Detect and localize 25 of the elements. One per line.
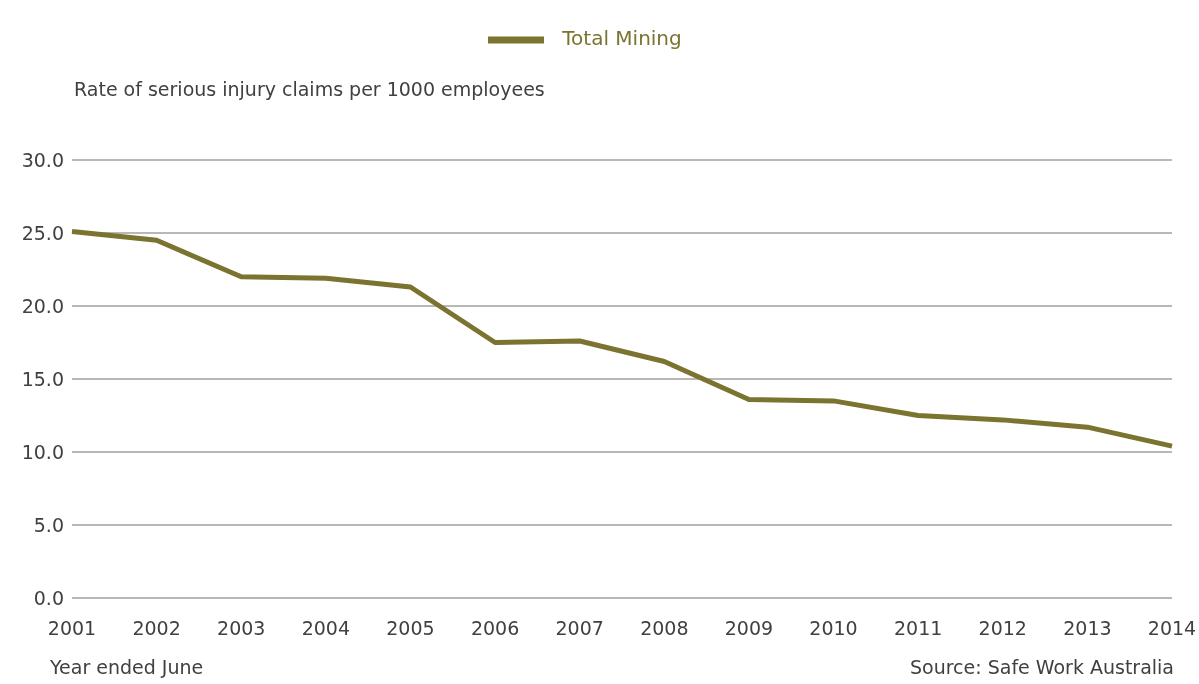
x-tick-label: 2009 xyxy=(724,617,774,640)
x-tick-label: 2007 xyxy=(555,617,604,640)
y-tick-label: 20.0 xyxy=(21,294,64,317)
x-tick-label: 2003 xyxy=(217,617,266,640)
x-axis-title: Year ended June xyxy=(50,656,204,678)
x-tick-label: 2006 xyxy=(470,617,520,640)
x-tick-label: 2004 xyxy=(301,617,351,640)
source-note: Source: Safe Work Australia xyxy=(909,656,1174,678)
y-tick-label: 15.0 xyxy=(21,367,64,390)
y-tick-label: 0.0 xyxy=(33,586,64,609)
x-tick-label: 2002 xyxy=(132,617,181,640)
y-axis-title: Rate of serious injury claims per 1000 employees xyxy=(74,78,545,100)
legend-label: Total Mining xyxy=(562,25,682,50)
y-tick-label: 30.0 xyxy=(21,148,64,171)
x-tick-label: 2001 xyxy=(47,617,97,640)
y-tick-label: 25.0 xyxy=(21,221,64,244)
x-tick-label: 2008 xyxy=(640,617,689,640)
x-tick-label: 2012 xyxy=(978,617,1027,640)
x-tick-label: 2011 xyxy=(893,617,943,640)
x-tick-label: 2010 xyxy=(809,617,858,640)
x-tick-label: 2013 xyxy=(1063,617,1112,640)
y-tick-label: 10.0 xyxy=(21,440,64,463)
x-tick-label: 2005 xyxy=(386,617,435,640)
y-tick-label: 5.0 xyxy=(33,513,64,536)
x-tick-label: 2014 xyxy=(1147,617,1197,640)
